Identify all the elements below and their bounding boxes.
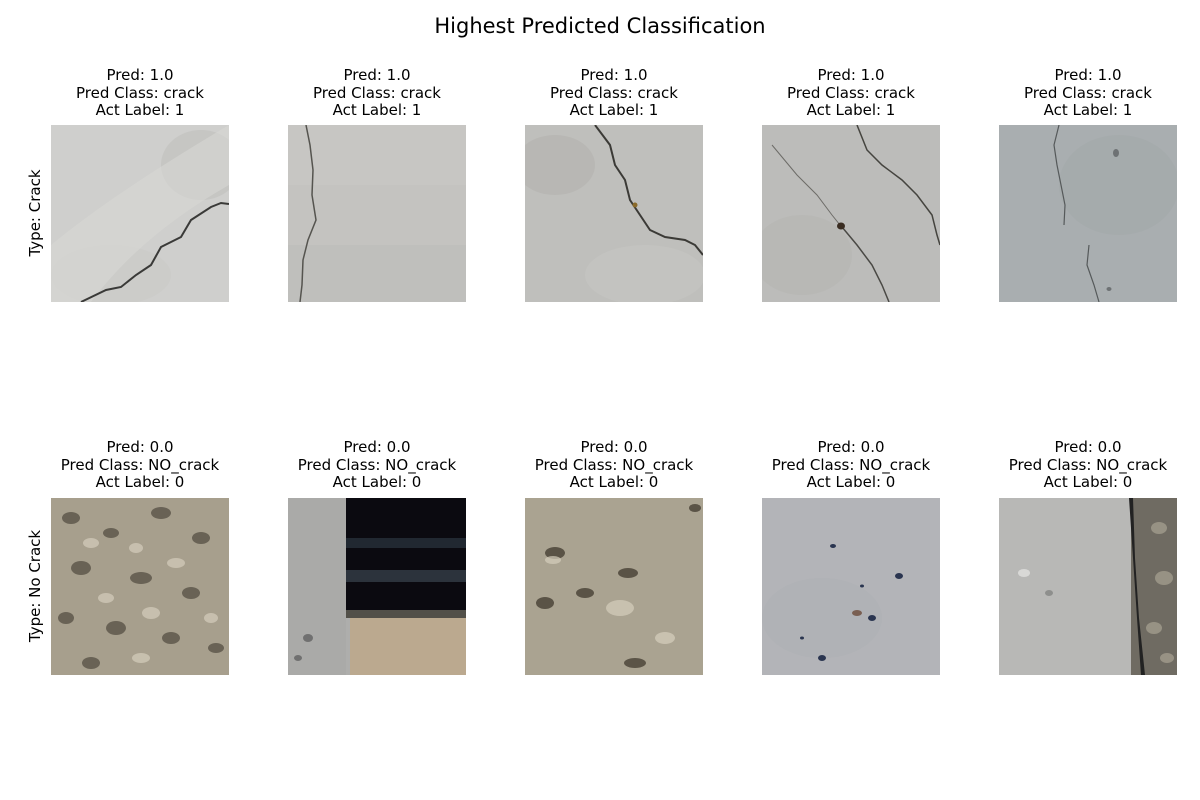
act-label: Act Label: 1	[806, 101, 896, 119]
concrete-crack-image	[51, 125, 229, 302]
act-label: Act Label: 1	[569, 101, 659, 119]
act-label: Act Label: 0	[95, 473, 185, 491]
panel-title: Pred: 0.0 Pred Class: NO_crack Act Label…	[722, 438, 980, 492]
pred-class: Pred Class: crack	[550, 83, 678, 102]
pred-class: Pred Class: NO_crack	[771, 455, 931, 474]
act-label: Act Label: 1	[95, 101, 185, 119]
pred-value: Pred: 1.0	[106, 66, 174, 84]
pred-value: Pred: 1.0	[580, 66, 648, 84]
panel-title: Pred: 1.0 Pred Class: crack Act Label: 1	[11, 66, 269, 120]
panel-title: Pred: 1.0 Pred Class: crack Act Label: 1	[959, 66, 1200, 120]
concrete-crack-image	[999, 125, 1177, 302]
panel-title: Pred: 0.0 Pred Class: NO_crack Act Label…	[248, 438, 506, 492]
gravel-surface-image	[51, 498, 229, 675]
pred-class: Pred Class: crack	[1024, 83, 1152, 102]
pred-class: Pred Class: crack	[76, 83, 204, 102]
pred-class: Pred Class: NO_crack	[1008, 455, 1168, 474]
act-label: Act Label: 0	[569, 473, 659, 491]
panel-title: Pred: 1.0 Pred Class: crack Act Label: 1	[485, 66, 743, 120]
pred-value: Pred: 0.0	[343, 438, 411, 456]
panel-title: Pred: 0.0 Pred Class: NO_crack Act Label…	[485, 438, 743, 492]
pred-class: Pred Class: crack	[787, 83, 915, 102]
concrete-crack-image	[525, 125, 703, 302]
dark-gap-image	[288, 498, 466, 675]
pred-value: Pred: 0.0	[580, 438, 648, 456]
panel-title: Pred: 0.0 Pred Class: NO_crack Act Label…	[959, 438, 1200, 492]
row-label-no-crack: Type: No Crack	[26, 529, 44, 643]
act-label: Act Label: 1	[332, 101, 422, 119]
panel-title: Pred: 1.0 Pred Class: crack Act Label: 1	[248, 66, 506, 120]
pred-value: Pred: 1.0	[343, 66, 411, 84]
sandy-surface-image	[525, 498, 703, 675]
act-label: Act Label: 0	[1043, 473, 1133, 491]
pred-class: Pred Class: NO_crack	[534, 455, 694, 474]
pred-value: Pred: 1.0	[1054, 66, 1122, 84]
figure-title: Highest Predicted Classification	[434, 14, 766, 38]
pred-class: Pred Class: NO_crack	[297, 455, 457, 474]
concrete-crack-image	[762, 125, 940, 302]
act-label: Act Label: 0	[806, 473, 896, 491]
act-label: Act Label: 0	[332, 473, 422, 491]
pred-value: Pred: 1.0	[817, 66, 885, 84]
pred-class: Pred Class: crack	[313, 83, 441, 102]
panel-title: Pred: 1.0 Pred Class: crack Act Label: 1	[722, 66, 980, 120]
panel-title: Pred: 0.0 Pred Class: NO_crack Act Label…	[11, 438, 269, 492]
pred-value: Pred: 0.0	[1054, 438, 1122, 456]
pred-value: Pred: 0.0	[817, 438, 885, 456]
concrete-edge-image	[999, 498, 1177, 675]
pred-value: Pred: 0.0	[106, 438, 174, 456]
concrete-crack-image	[288, 125, 466, 302]
row-label-crack: Type: Crack	[26, 169, 44, 257]
act-label: Act Label: 1	[1043, 101, 1133, 119]
pred-class: Pred Class: NO_crack	[60, 455, 220, 474]
speckled-concrete-image	[762, 498, 940, 675]
